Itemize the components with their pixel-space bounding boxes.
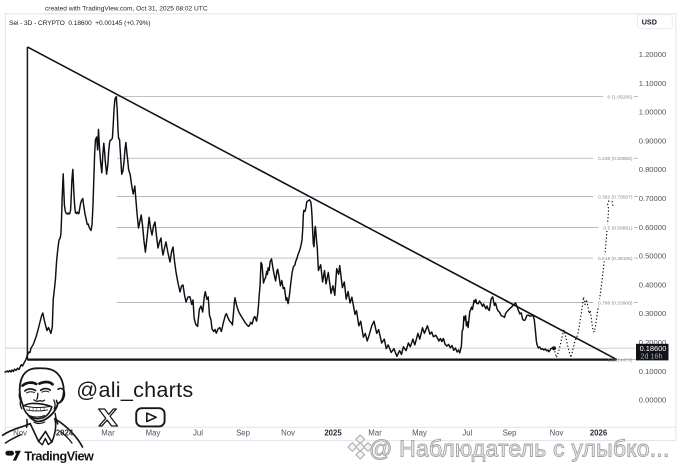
svg-text:0.00000: 0.00000	[639, 396, 666, 405]
svg-text:0.50000: 0.50000	[639, 252, 666, 261]
svg-text:0.236 (0.83856): 0.236 (0.83856)	[598, 156, 633, 162]
svg-text:0.70000: 0.70000	[639, 194, 666, 203]
svg-text:Jul: Jul	[462, 428, 472, 437]
svg-text:Mar: Mar	[368, 428, 382, 437]
svg-text:0.618 (0.49165): 0.618 (0.49165)	[598, 256, 633, 262]
svg-text:@ali_charts: @ali_charts	[76, 377, 193, 402]
svg-text:1.20000: 1.20000	[639, 50, 666, 59]
svg-text:0.80000: 0.80000	[639, 165, 666, 174]
svg-text:0.18600: 0.18600	[640, 344, 667, 353]
svg-text:Jul: Jul	[193, 428, 203, 437]
svg-text:Nov: Nov	[13, 428, 27, 437]
svg-text:Mar: Mar	[101, 428, 115, 437]
svg-text:0.786 (0.33908): 0.786 (0.33908)	[598, 300, 633, 306]
svg-text:0.10000: 0.10000	[639, 367, 666, 376]
svg-text:1.10000: 1.10000	[639, 79, 666, 88]
svg-text:May: May	[146, 428, 161, 437]
svg-text:created with TradingView.com,: created with TradingView.com, Oct 31, 20…	[45, 5, 208, 12]
svg-text:2d 16h: 2d 16h	[641, 352, 663, 361]
svg-text:0.60000: 0.60000	[639, 223, 666, 232]
svg-text:Sei - 3D - CRYPTO 0.18600 +0: Sei - 3D - CRYPTO 0.18600 +0.00145 (+0.7…	[9, 20, 151, 27]
svg-text:1.00000: 1.00000	[639, 108, 666, 117]
svg-text:USD: USD	[642, 17, 657, 26]
svg-text:1 (0.14474): 1 (0.14474)	[607, 357, 632, 363]
svg-text:Sep: Sep	[236, 428, 251, 437]
svg-text:2024: 2024	[56, 428, 74, 437]
svg-text:0 (1.05266): 0 (1.05266)	[607, 95, 632, 101]
svg-text:TradingView: TradingView	[24, 449, 94, 463]
svg-text:2025: 2025	[324, 428, 342, 437]
svg-text:0.382 (0.70597): 0.382 (0.70597)	[598, 194, 633, 200]
svg-text:Nov: Nov	[281, 428, 295, 437]
svg-text:0.30000: 0.30000	[639, 309, 666, 318]
svg-text:May: May	[412, 428, 427, 437]
svg-text:0.40000: 0.40000	[639, 280, 666, 289]
svg-text:0.90000: 0.90000	[639, 136, 666, 145]
svg-text:Sep: Sep	[503, 428, 518, 437]
svg-text:0.20000: 0.20000	[639, 338, 666, 347]
svg-text:2026: 2026	[590, 428, 608, 437]
svg-text:Nov: Nov	[550, 428, 564, 437]
svg-text:@ Наблюдатель с улыбко...: @ Наблюдатель с улыбко...	[369, 435, 670, 461]
svg-text:0.5 (0.59881): 0.5 (0.59881)	[603, 225, 632, 231]
